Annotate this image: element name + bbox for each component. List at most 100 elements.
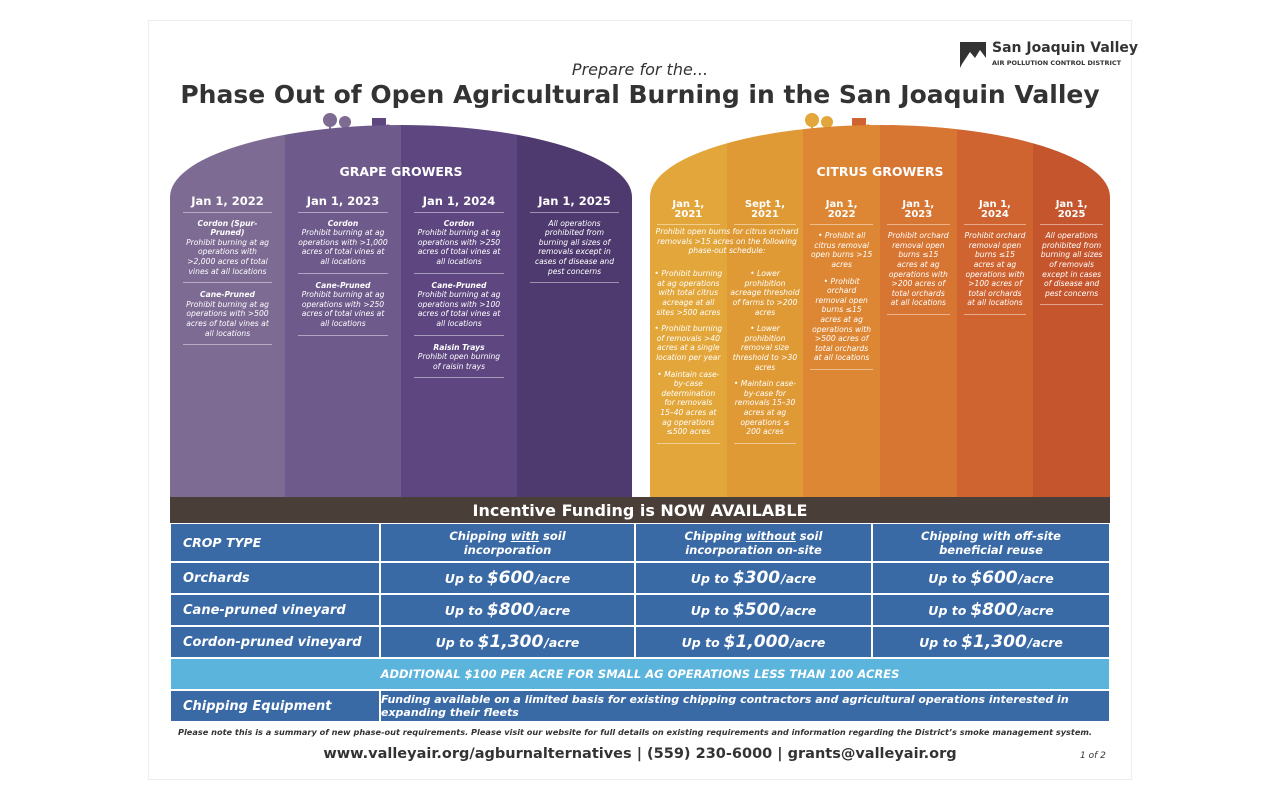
rule-text: All operations prohibited from burning a…	[534, 218, 615, 276]
contact: www.valleyair.org/agburnalternatives | (…	[323, 746, 957, 762]
amount-unit: /acre	[1018, 570, 1054, 586]
rule-item: • Prohibit orchard removal open burns ≤1…	[810, 277, 873, 370]
citrus-heading: CITRUS GROWERS	[816, 164, 944, 179]
rule-block: All operations prohibited from burning a…	[530, 219, 619, 284]
column-body: • Prohibit all citrus removal open burns…	[806, 231, 877, 370]
citrus-column: Jan 1, 2024 Prohibit orchard removal open…	[956, 125, 1034, 497]
rule-heading: Cordon	[443, 218, 475, 228]
column-date: Jan 1, 2025	[530, 195, 619, 213]
rule-block: Raisin Trays Prohibit open burning of rai…	[414, 343, 504, 379]
column-body: Prohibit orchard removal open burns ≤15 …	[883, 231, 954, 315]
header-part: Chipping	[449, 528, 511, 543]
amount-prefix: Up to	[444, 602, 483, 618]
amount-prefix: Up to	[919, 634, 958, 650]
amount-prefix: Up to	[681, 634, 720, 650]
header-cell: Chipping without soil incorporation on-s…	[635, 523, 872, 562]
column-date: Jan 1, 2025	[1040, 199, 1103, 226]
amount-cell: Up to $800/acre	[872, 594, 1110, 626]
citrus-column: Jan 1, 2022 • Prohibit all citrus removal…	[803, 125, 880, 497]
grape-column: Jan 1, 2025 All operations prohibited fro…	[517, 125, 632, 497]
rule-item: • Prohibit burning at ag operations with…	[654, 269, 723, 317]
grape-column: Jan 1, 2023 Cordon Prohibit burning at ag …	[285, 125, 401, 497]
column-date: Jan 1, 2024	[414, 195, 504, 213]
rule-block: Cordon Prohibit burning at ag operations …	[414, 219, 504, 274]
rule-text: Prohibit burning at ag operations with >…	[301, 290, 385, 328]
grape-arch: Jan 1, 2022 Cordon (Spur-Pruned) Prohibit …	[170, 125, 632, 497]
header-cell: Chipping with off-site beneficial reuse	[872, 523, 1110, 562]
rule-text: Prohibit burning at ag operations with >…	[186, 237, 269, 276]
header-cell: Chipping with soil incorporation	[380, 523, 635, 562]
pretitle: Prepare for the...	[571, 60, 709, 79]
rule-item: • Prohibit all citrus removal open burns…	[810, 231, 873, 269]
amount-cell: Up to $1,300/acre	[872, 626, 1110, 658]
column-date: Jan 1, 2021	[657, 199, 720, 226]
amount-value: $1,300	[477, 632, 544, 652]
logo-title: San Joaquin Valley	[992, 40, 1139, 56]
citrus-column: Jan 1, 2021 • Prohibit burning at ag oper…	[650, 125, 727, 497]
grape-column: Jan 1, 2024 Cordon Prohibit burning at ag …	[401, 125, 517, 497]
header-text: Chipping without soil incorporation on-s…	[676, 529, 831, 557]
column-body: • Prohibit burning at ag operations with…	[653, 269, 724, 444]
amount-unit: /acre	[781, 602, 817, 618]
citrus-column: Sept 1, 2021 • Lower prohibition acreage …	[726, 125, 804, 497]
rule-block: Cane-Pruned Prohibit burning at ag operat…	[298, 281, 388, 336]
equipment-text: Funding available on a limited basis for…	[381, 693, 1069, 719]
amount-prefix: Up to	[690, 570, 729, 586]
rule-heading: Cordon (Spur-Pruned)	[197, 218, 258, 238]
rule-item: • Maintain case-by-case determination fo…	[657, 370, 720, 444]
amount-prefix: Up to	[928, 602, 967, 618]
amount-cell: Up to $800/acre	[380, 594, 635, 626]
header-cell: CROP TYPE	[170, 523, 380, 562]
crop-name: Cordon-pruned vineyard	[183, 634, 362, 650]
rule-block: Cordon (Spur-Pruned) Prohibit burning at …	[183, 219, 272, 284]
rule-item: • Lower prohibition acreage threshold of…	[730, 269, 800, 317]
column-date: Jan 1, 2022	[810, 199, 873, 226]
column-body: All operations prohibited from burning a…	[1036, 231, 1107, 306]
title: Phase Out of Open Agricultural Burning i…	[180, 80, 1100, 109]
rule-item: Prohibit orchard removal open burns ≤15 …	[886, 231, 950, 315]
crop-cell: Orchards	[170, 562, 380, 594]
amount-value: $600	[970, 568, 1018, 588]
rule-heading: Cane-Pruned	[315, 280, 371, 290]
header-text: CROP TYPE	[183, 535, 262, 550]
equipment-text-cell: Funding available on a limited basis for…	[380, 690, 1110, 722]
rule-text: Prohibit burning at ag operations with >…	[417, 290, 501, 328]
citrus-column: Jan 1, 2025 All operations prohibited fro…	[1033, 125, 1110, 497]
rule-item: • Maintain case-by-case for removals 15–…	[733, 379, 797, 444]
logo-icon	[960, 42, 986, 68]
rule-block: Cane-Pruned Prohibit burning at ag operat…	[414, 281, 504, 336]
amount-value: $1,300	[961, 632, 1027, 652]
amount-cell: Up to $1,300/acre	[380, 626, 635, 658]
crop-cell: Cane-pruned vineyard	[170, 594, 380, 626]
amount-cell: Up to $1,000/acre	[635, 626, 872, 658]
grape-column: Jan 1, 2022 Cordon (Spur-Pruned) Prohibit …	[170, 125, 285, 497]
amount-unit: /acre	[781, 570, 817, 586]
amount-cell: Up to $600/acre	[380, 562, 635, 594]
amount-prefix: Up to	[928, 570, 967, 586]
column-date: Jan 1, 2023	[298, 195, 388, 213]
rule-heading: Cane-Pruned	[200, 290, 255, 300]
amount-prefix: Up to	[690, 602, 729, 618]
amount-unit: /acre	[1018, 602, 1054, 618]
amount-prefix: Up to	[444, 570, 483, 586]
additional-row: ADDITIONAL $100 PER ACRE FOR SMALL AG OP…	[170, 658, 1110, 690]
column-body: Prohibit orchard removal open burns ≤15 …	[960, 231, 1031, 315]
header-part: soil incorporation	[463, 528, 566, 557]
rule-item: Prohibit orchard removal open burns ≤15 …	[963, 231, 1027, 315]
amount-cell: Up to $600/acre	[872, 562, 1110, 594]
rule-text: Prohibit burning at ag operations with >…	[417, 228, 501, 266]
amount-unit: /acre	[535, 602, 571, 618]
amount-value: $800	[970, 600, 1018, 620]
amount-value: $800	[486, 600, 535, 620]
header-part: with	[510, 528, 540, 543]
grape-heading: GRAPE GROWERS	[339, 164, 463, 179]
rule-heading: Cordon	[327, 218, 359, 228]
crop-name: Orchards	[183, 570, 250, 586]
rule-block: Cordon Prohibit burning at ag operations …	[298, 219, 388, 274]
funding-table: CROP TYPE Chipping with soil incorporatio…	[170, 523, 1110, 722]
amount-prefix: Up to	[435, 634, 474, 650]
amount-value: $300	[732, 568, 781, 588]
rule-text: Prohibit open burning of raisin trays	[417, 352, 501, 371]
